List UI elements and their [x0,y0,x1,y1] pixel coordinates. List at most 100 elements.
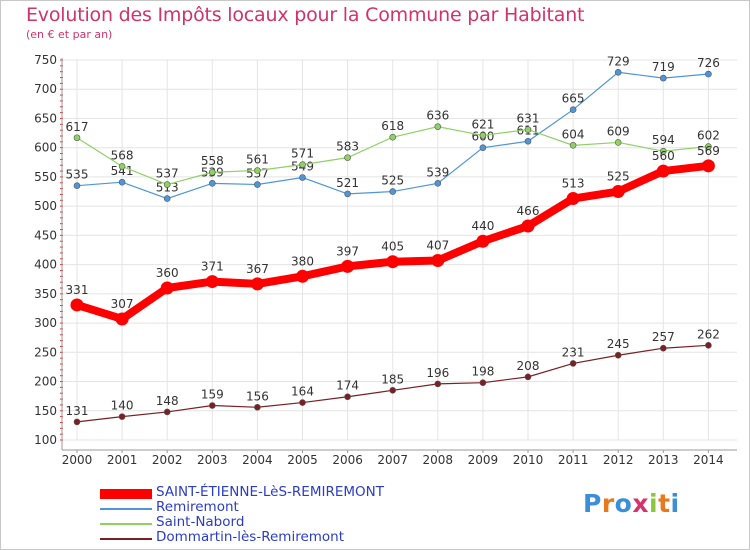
x-tick-label: 2014 [693,453,724,467]
legend-label: Dommartin-lès-Remiremont [156,529,345,545]
data-label: 558 [201,154,224,168]
data-label: 231 [562,345,585,359]
data-point [434,380,442,388]
data-label: 159 [201,388,224,402]
data-label: 440 [471,219,494,233]
data-label: 535 [66,168,89,182]
legend-swatch [100,489,152,499]
x-tick-label: 2005 [287,453,318,467]
x-tick-label: 2009 [468,453,499,467]
data-point [659,74,667,82]
data-label: 407 [426,239,449,253]
data-point [118,413,126,420]
data-point [299,399,306,406]
data-point [118,178,126,186]
y-tick-label: 700 [34,82,57,96]
legend-swatch [100,523,152,525]
data-point [566,192,580,206]
data-label: 571 [291,147,314,161]
data-point [254,167,261,174]
data-label: 156 [246,389,269,403]
data-label: 621 [471,117,494,131]
data-point [205,275,219,289]
data-label: 631 [517,112,540,126]
data-label: 148 [156,394,179,408]
data-label: 583 [336,140,359,154]
data-label: 331 [66,283,89,297]
data-point [73,182,81,189]
data-label: 245 [607,337,630,351]
data-label: 618 [381,119,404,133]
y-tick-label: 150 [34,404,57,418]
data-point [479,132,487,139]
data-label: 594 [652,133,675,147]
data-point [479,144,487,151]
data-point [209,168,216,176]
data-point [656,164,670,178]
logo-letter: r [601,489,615,518]
proxiti-logo: Proxiti [583,489,680,518]
data-label: 307 [111,297,134,311]
data-label: 602 [697,129,720,143]
data-label: 397 [336,244,359,258]
data-point [524,137,532,145]
data-label: 604 [562,127,585,141]
y-tick-label: 750 [34,53,57,67]
data-label: 371 [201,260,224,274]
data-label: 636 [426,109,449,123]
data-label: 405 [381,240,404,254]
x-tick-label: 2012 [603,453,634,467]
data-label: 541 [111,164,134,178]
data-point [569,106,577,113]
data-label: 257 [652,330,675,344]
data-label: 174 [336,379,359,393]
data-label: 617 [66,120,89,134]
data-label: 561 [246,152,269,166]
x-tick-label: 2013 [648,453,679,467]
y-tick-label: 500 [34,199,57,213]
data-label: 569 [697,144,720,158]
x-tick-label: 2001 [107,453,138,467]
data-label: 367 [246,262,269,276]
data-label: 380 [291,254,314,268]
data-point [344,154,351,161]
y-tick-label: 200 [34,375,57,389]
chart-title: Evolution des Impôts locaux pour la Comm… [26,4,585,26]
data-label: 360 [156,266,179,280]
data-point [659,147,667,155]
x-tick-label: 2008 [423,453,454,467]
x-tick-label: 2002 [152,453,183,467]
y-tick-label: 250 [34,345,57,359]
chart-subtitle: (en € et par an) [26,28,113,41]
data-point [344,190,351,198]
data-point [299,174,306,181]
logo-letter: i [649,489,659,518]
data-point [209,402,216,409]
data-label: 262 [697,327,720,341]
x-tick-label: 2007 [377,453,408,467]
data-point [386,255,400,269]
data-point [254,181,261,188]
x-tick-label: 2004 [242,453,273,467]
data-label: 568 [111,148,134,162]
data-point [614,139,622,146]
data-label: 609 [607,124,630,138]
data-point [115,312,129,326]
data-label: 196 [426,366,449,380]
data-point [70,298,84,312]
x-tick-label: 2010 [513,453,544,467]
logo-letter: x [632,489,649,518]
data-label: 198 [471,365,494,379]
logo-letter: t [658,489,671,518]
data-point [296,269,309,283]
data-label: 131 [66,404,89,418]
data-label: 665 [562,92,585,106]
data-label: 466 [517,204,540,218]
data-point [73,134,81,142]
data-point [434,123,442,130]
x-tick-label: 2003 [197,453,228,467]
data-point [614,68,622,76]
data-label: 726 [697,56,720,70]
